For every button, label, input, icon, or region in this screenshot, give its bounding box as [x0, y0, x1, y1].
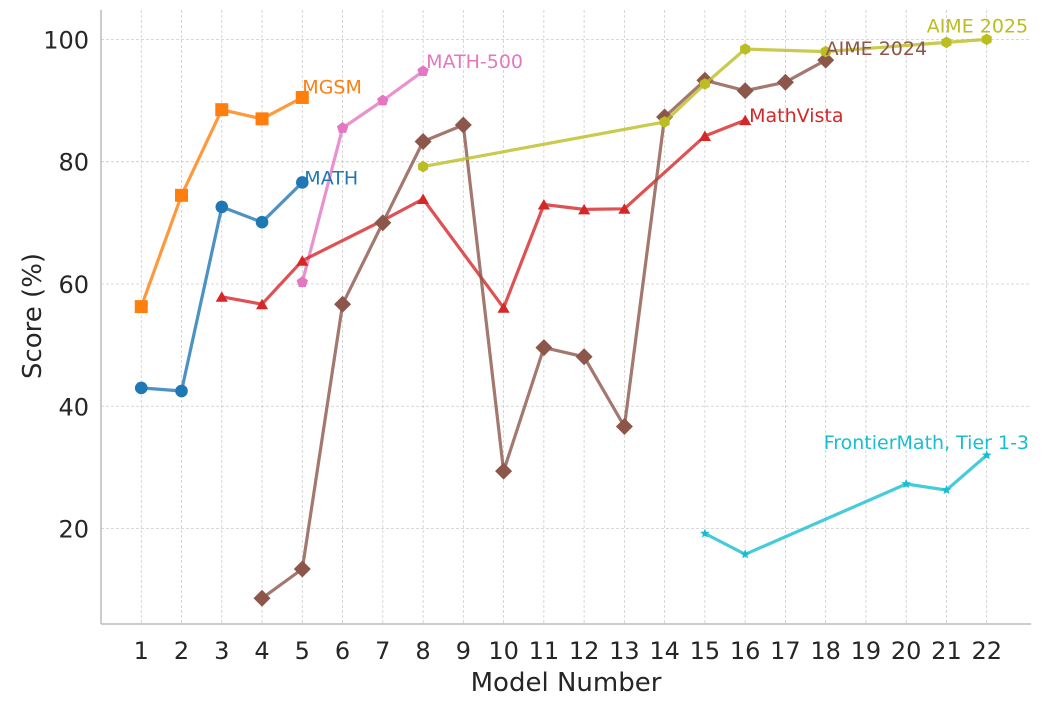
x-tick-label: 9	[456, 637, 471, 665]
series-mgsm	[134, 90, 309, 314]
data-point-math-500	[377, 94, 389, 106]
series-label-aime-2025: AIME 2025	[927, 15, 1028, 37]
data-point-aime-2024	[454, 116, 472, 134]
data-point-aime-2024	[776, 73, 794, 91]
data-point-frontiermath-tier-1-3	[901, 479, 911, 488]
data-point-mathvista	[698, 130, 711, 141]
x-tick-label: 20	[891, 637, 922, 665]
series-math	[134, 176, 309, 398]
x-tick-label: 4	[254, 637, 269, 665]
data-point-aime-2025	[418, 160, 429, 173]
data-point-aime-2025	[981, 33, 992, 46]
x-tick-label: 2	[174, 637, 189, 665]
data-point-aime-2025	[699, 78, 710, 90]
data-point-aime-2025	[820, 45, 831, 58]
data-point-aime-2024	[495, 462, 513, 480]
data-point-aime-2024	[374, 214, 392, 232]
data-point-aime-2024	[535, 339, 553, 357]
data-point-mgsm	[215, 103, 229, 117]
data-point-math	[175, 384, 188, 398]
y-tick-label: 100	[43, 26, 89, 54]
x-tick-label: 21	[931, 637, 962, 665]
x-tick-label: 5	[295, 637, 310, 665]
data-point-math	[134, 381, 148, 395]
data-point-math-500	[417, 65, 429, 76]
series-label-math-500: MATH-500	[426, 51, 523, 73]
data-point-math	[295, 176, 309, 189]
series-label-math: MATH	[304, 167, 358, 189]
x-tick-label: 12	[569, 637, 600, 665]
series-label-frontiermath-tier-1-3: FrontierMath, Tier 1-3	[824, 432, 1029, 454]
x-tick-label: 14	[649, 637, 680, 665]
x-tick-label: 8	[415, 637, 430, 665]
y-tick-label: 80	[58, 149, 89, 177]
data-point-mathvista	[256, 298, 269, 310]
data-point-mathvista	[618, 203, 631, 214]
x-tick-label: 17	[770, 637, 801, 665]
data-point-frontiermath-tier-1-3	[700, 528, 710, 538]
data-point-aime-2025	[740, 43, 751, 55]
x-tick-label: 18	[810, 637, 841, 665]
data-point-mgsm	[134, 300, 148, 314]
x-tick-label: 6	[335, 637, 350, 665]
data-point-aime-2024	[817, 51, 835, 69]
x-tick-label: 3	[214, 637, 229, 665]
y-tick-label: 60	[58, 271, 89, 299]
data-point-aime-2024	[253, 589, 271, 607]
data-point-frontiermath-tier-1-3	[740, 549, 750, 559]
data-point-mgsm	[255, 112, 269, 126]
data-point-mathvista	[417, 193, 430, 204]
series-mathvista	[215, 114, 752, 313]
data-point-aime-2024	[736, 82, 754, 100]
data-point-mathvista	[537, 199, 550, 210]
series-layer	[134, 33, 992, 607]
axes	[100, 10, 1031, 625]
x-tick-label: 22	[971, 637, 1002, 665]
data-point-aime-2024	[414, 133, 432, 150]
series-line-math-500	[300, 69, 425, 283]
tick-labels: 1 2 3 4 5 6 7 8 9 10 11 12 13 14 15 16 17 18 19 20 21 2220406…	[43, 26, 1002, 665]
x-tick-label: 16	[730, 637, 761, 665]
data-point-math-500	[296, 276, 308, 287]
data-point-aime-2024	[575, 348, 593, 366]
data-point-math	[255, 215, 269, 229]
x-tick-label: 13	[609, 637, 640, 665]
series-label-mgsm: MGSM	[302, 76, 362, 98]
grid	[101, 10, 1031, 624]
series-math-500	[296, 65, 429, 287]
data-point-mathvista	[578, 203, 591, 215]
y-axis-title: Score (%)	[18, 253, 48, 379]
data-point-aime-2024	[615, 418, 633, 435]
x-tick-label: 10	[488, 637, 519, 665]
data-point-mgsm	[295, 90, 309, 104]
data-point-mgsm	[175, 188, 189, 202]
data-point-aime-2025	[659, 116, 670, 128]
data-point-mathvista	[296, 255, 309, 266]
data-point-math	[215, 200, 229, 214]
data-point-frontiermath-tier-1-3	[941, 485, 952, 495]
series-line-frontiermath-tier-1-3	[704, 453, 988, 556]
data-point-mathvista	[215, 291, 228, 302]
x-tick-label: 19	[851, 637, 882, 665]
data-point-aime-2025	[941, 36, 952, 49]
data-point-mathvista	[497, 302, 510, 313]
x-tick-label: 7	[375, 637, 390, 665]
x-axis-title: Model Number	[471, 668, 662, 698]
series-aime-2025	[418, 33, 992, 173]
series-frontiermath-tier-1-3	[700, 450, 992, 559]
series-label-aime-2024: AIME 2024	[826, 38, 927, 60]
data-point-math-500	[336, 122, 349, 133]
x-tick-label: 15	[690, 637, 721, 665]
y-tick-label: 20	[58, 516, 89, 544]
x-tick-label: 1	[134, 637, 149, 665]
series-label-mathvista: MathVista	[749, 105, 843, 127]
data-point-frontiermath-tier-1-3	[982, 450, 992, 460]
x-tick-label: 11	[529, 637, 560, 665]
data-point-mathvista	[739, 114, 752, 126]
data-point-aime-2024	[334, 295, 352, 313]
y-tick-label: 40	[58, 393, 89, 421]
data-point-aime-2024	[293, 560, 311, 578]
